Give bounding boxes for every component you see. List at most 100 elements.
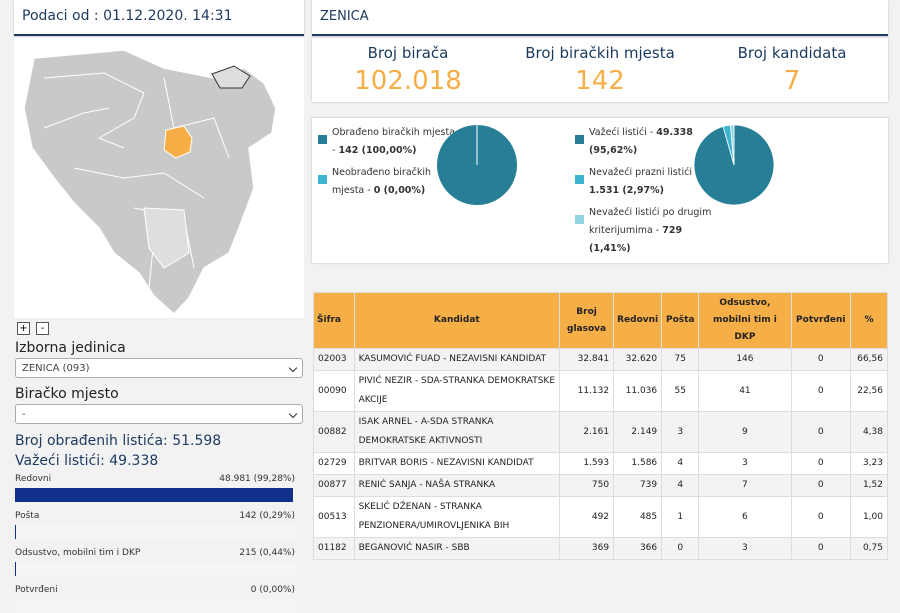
results-table: Šifra Kandidat Broj glasova Redovni Pošta Ods… xyxy=(313,292,888,560)
bar-label: Odsustvo, mobilni tim i DKP xyxy=(15,548,141,558)
table-cell: 11.036 xyxy=(613,370,663,412)
table-row: 02729 BRITVAR BORIS - NEZAVISNI KANDIDAT 1… xyxy=(313,452,888,475)
stat-value: 7 xyxy=(783,66,801,96)
table-cell: 02003 xyxy=(313,348,355,371)
processed: Broj obrađenih listića: 51.598 xyxy=(15,433,222,449)
table-cell: 1,00 xyxy=(850,496,888,538)
table-row: 00090 PIVIĆ NEZIR - SDA-STRANKA DEMOKRATS… xyxy=(313,370,888,412)
stat-value: 102.018 xyxy=(354,66,462,96)
table-cell: 41 xyxy=(698,370,792,412)
zoom-in[interactable]: + xyxy=(17,322,30,335)
unit-label: Izborna jedinica xyxy=(15,340,126,356)
main-header: ZENICA xyxy=(312,0,888,36)
table-row: 00513 SKELIĆ DŽENAN - STRANKA PENZIONERA/… xyxy=(313,496,888,538)
table-row: 00882 ISAK ARNEL - A-SDA STRANKA DEMOKRAT… xyxy=(313,411,888,453)
table-cell: PIVIĆ NEZIR - SDA-STRANKA DEMOKRATSKE AK… xyxy=(353,370,561,412)
table-cell: 369 xyxy=(559,537,615,560)
table-cell: 492 xyxy=(559,496,615,538)
column-header: Kandidat xyxy=(353,292,561,349)
table-cell: 02729 xyxy=(313,452,355,475)
station-label: Biračko mjesto xyxy=(15,386,119,402)
table-cell: 1,52 xyxy=(850,474,888,497)
pies: Obrađeno biračkih mjesta - 142 (100,00%)… xyxy=(312,118,888,263)
table-cell: 4,38 xyxy=(850,411,888,453)
table-cell: 750 xyxy=(559,474,615,497)
table-cell: 01182 xyxy=(313,537,355,560)
legend-swatch xyxy=(318,135,327,144)
bar xyxy=(15,562,17,576)
legend-text: Nevažeći prazni listići - 1.531 (2,97%) xyxy=(589,164,715,200)
legend-text: Važeći listići - 49.338 (95,62%) xyxy=(589,124,715,160)
table-cell: 4 xyxy=(661,452,700,475)
table-cell: 0 xyxy=(790,452,852,475)
legend-swatch xyxy=(575,215,584,224)
table-cell: 00882 xyxy=(313,411,355,453)
bar-value: 0 (0,00%) xyxy=(250,585,295,595)
bar-label: Redovni xyxy=(15,474,52,484)
table-cell: ISAK ARNEL - A-SDA STRANKA DEMOKRATSKE A… xyxy=(353,411,561,453)
bar-value: 48.981 (99,28%) xyxy=(219,474,295,484)
legend-text: Neobrađeno biračkih mjesta - 0 (0,00%) xyxy=(332,164,458,200)
legend-value: 0 (0,00%) xyxy=(373,185,426,196)
stat-label: Broj kandidata xyxy=(737,44,847,62)
table-cell: 1.586 xyxy=(613,452,663,475)
table-cell: 32.841 xyxy=(559,348,615,371)
table-cell: 3 xyxy=(661,411,700,453)
table-cell: 00090 xyxy=(313,370,355,412)
pie-legend: Obrađeno biračkih mjesta - 142 (100,00%)… xyxy=(318,124,458,204)
table-cell: 22,56 xyxy=(850,370,888,412)
legend-value: 1.531 (2,97%) xyxy=(589,185,664,196)
legend-item: Nevažeći prazni listići - 1.531 (2,97%) xyxy=(575,164,715,200)
table-cell: RENIĆ SANJA - NAŠA STRANKA xyxy=(353,474,561,497)
map xyxy=(14,38,304,318)
column-header: Šifra xyxy=(313,292,355,349)
table-cell: 485 xyxy=(613,496,663,538)
column-header: Redovni xyxy=(613,292,663,349)
table-cell: 1.593 xyxy=(559,452,615,475)
legend-text: Nevažeći listići po drugim kriterijumima… xyxy=(589,204,715,258)
table-cell: 0 xyxy=(790,496,852,538)
legend-label: Nevažeći listići po drugim kriterijumima… xyxy=(589,207,712,236)
table-cell: 0 xyxy=(661,537,700,560)
table-cell: 3 xyxy=(698,452,792,475)
stat-label: Broj birača xyxy=(367,44,449,62)
table-cell: 66,56 xyxy=(850,348,888,371)
pie xyxy=(693,124,775,206)
legend-value: 729 (1,41%) xyxy=(589,225,683,254)
table-cell: 366 xyxy=(613,537,663,560)
table-cell: 3 xyxy=(698,537,792,560)
bar xyxy=(15,525,16,539)
table-cell: 0,75 xyxy=(850,537,888,560)
table-cell: BRITVAR BORIS - NEZAVISNI KANDIDAT xyxy=(353,452,561,475)
bars: Redovni 48.981 (99,28%) Pošta 142 (0,29%) Od… xyxy=(15,474,303,613)
legend-item: Obrađeno biračkih mjesta - 142 (100,00%) xyxy=(318,124,458,160)
table-cell: 1 xyxy=(661,496,700,538)
table-row: 02003 KASUMOVIĆ FUAD - NEZAVISNI KANDIDAT… xyxy=(313,348,888,371)
stat-value: 142 xyxy=(575,66,625,96)
table-cell: BEGANOVIĆ NASIR - SBB xyxy=(353,537,561,560)
valid: Važeći listići: 49.338 xyxy=(15,453,159,469)
zoom-out[interactable]: - xyxy=(36,322,49,335)
table-cell: 739 xyxy=(613,474,663,497)
legend-value: 49.338 (95,62%) xyxy=(589,127,693,156)
station-select[interactable]: - xyxy=(15,404,303,424)
column-header: Broj glasova xyxy=(559,292,615,349)
title: ZENICA xyxy=(320,9,369,24)
legend-label: Neobrađeno biračkih mjesta - xyxy=(332,167,432,196)
stat-label: Broj biračkih mjesta xyxy=(525,44,675,62)
header-row: Šifra Kandidat Broj glasova Redovni Pošta Ods… xyxy=(313,292,888,349)
sidebar-header: Podaci od : 01.12.2020. 14:31 xyxy=(14,0,304,36)
legend-label: Obrađeno biračkih mjesta - xyxy=(332,127,455,156)
column-header: Potvrđeni xyxy=(790,292,852,349)
table-cell: 0 xyxy=(790,474,852,497)
unit-select[interactable]: ZENICA (093) xyxy=(15,358,303,378)
legend-item: Važeći listići - 49.338 (95,62%) xyxy=(575,124,715,160)
bar-label: Potvrđeni xyxy=(15,585,58,595)
updated: Podaci od : 01.12.2020. 14:31 xyxy=(22,8,233,24)
table-cell: 7 xyxy=(698,474,792,497)
legend-value: 142 (100,00%) xyxy=(338,145,417,156)
table-cell: 11.132 xyxy=(559,370,615,412)
table-row: 00877 RENIĆ SANJA - NAŠA STRANKA 750 739 4 7 0… xyxy=(313,474,888,497)
bar-value: 142 (0,29%) xyxy=(239,511,295,521)
